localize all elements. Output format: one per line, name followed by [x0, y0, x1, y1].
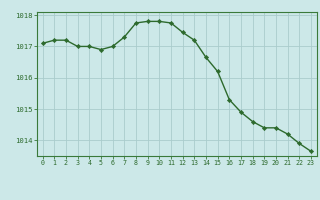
- Text: Graphe pression niveau de la mer (hPa): Graphe pression niveau de la mer (hPa): [60, 186, 260, 195]
